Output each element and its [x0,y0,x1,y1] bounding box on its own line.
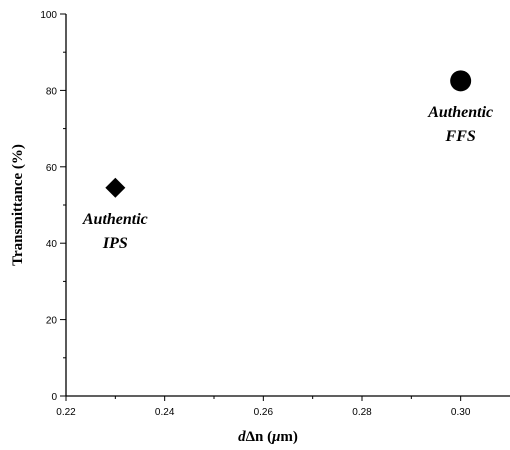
y-axis-title: Transmittance (%) [10,144,26,266]
x-tick-label: 0.26 [254,407,274,418]
point-label: Authentic FFS [427,104,493,145]
data-point-circle [450,70,472,92]
x-tick-label: 0.22 [56,407,76,418]
x-tick-label: 0.24 [155,407,175,418]
data-point-diamond [105,177,126,198]
y-tick-label: 20 [46,316,58,327]
y-tick-label: 40 [46,239,58,250]
y-tick-label: 80 [46,86,58,97]
y-tick-label: 60 [46,163,58,174]
y-tick-label: 100 [40,10,57,21]
data-points [105,70,472,198]
y-tick-label: 0 [51,392,57,403]
x-axis-title: dΔn (μm) [238,429,298,445]
point-label: Authentic IPS [82,211,148,252]
axis-ticks: 0.22 0.24 0.26 0.28 0.30 0 20 40 60 80 100 [40,10,471,418]
x-tick-label: 0.28 [352,407,372,418]
point-annotations: Authentic IPS Authentic FFS [82,104,493,252]
x-tick-label: 0.30 [451,407,471,418]
plot-axes [65,14,510,397]
